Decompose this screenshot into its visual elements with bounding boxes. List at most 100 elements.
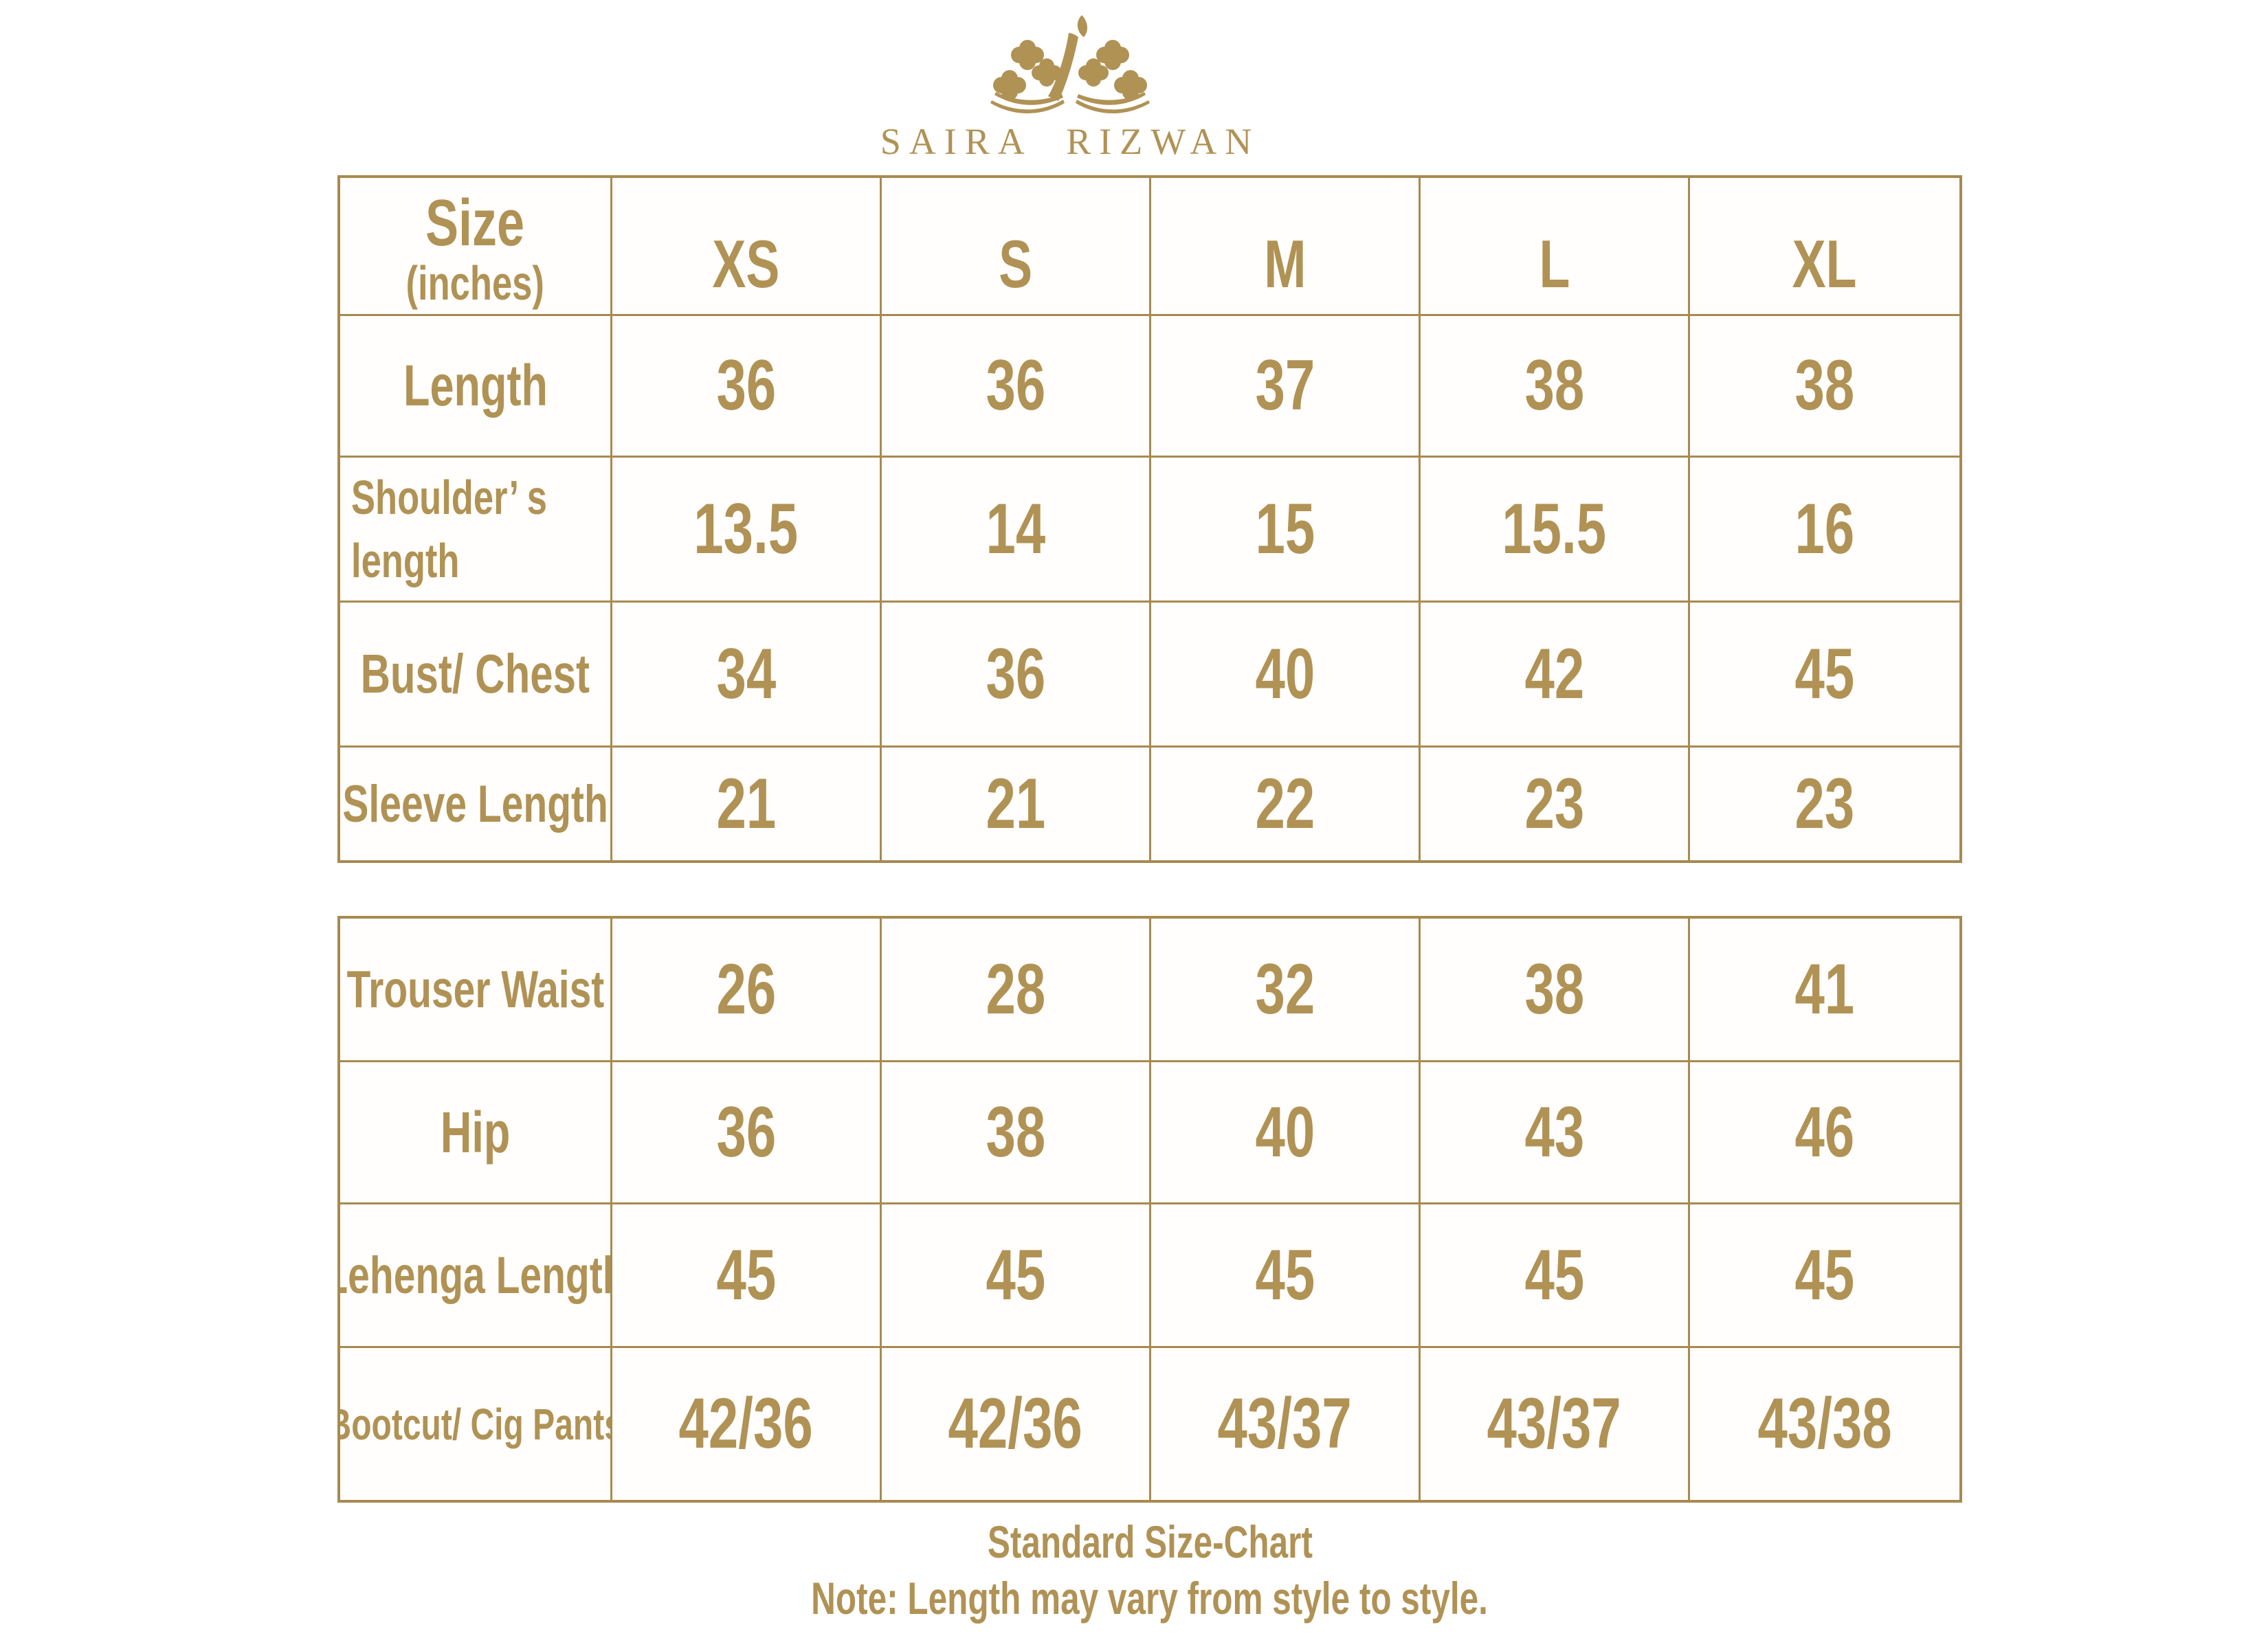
footer-title: Standard Size-Chart bbox=[337, 1516, 1962, 1568]
value: 43/37 bbox=[1487, 1384, 1622, 1463]
cell-hip-m: 40 bbox=[1151, 1062, 1421, 1204]
cell-length-m: 37 bbox=[1151, 316, 1421, 458]
value: 45 bbox=[1524, 1235, 1584, 1315]
value: 15.5 bbox=[1502, 489, 1607, 569]
value: 45 bbox=[1255, 1235, 1315, 1315]
row-label-hip: Hip bbox=[340, 1062, 612, 1204]
column-header-xl-label: XL bbox=[1792, 226, 1857, 302]
value: 45 bbox=[1794, 1235, 1855, 1315]
cell-hip-xs: 36 bbox=[612, 1062, 882, 1204]
cell-shoulder-xl: 16 bbox=[1690, 458, 1959, 603]
value: 38 bbox=[1794, 346, 1855, 425]
value: 22 bbox=[1255, 763, 1315, 844]
cell-trouser-l: 38 bbox=[1421, 919, 1690, 1062]
size-chart-upper-table: Size (inches) XS S M L XL Length 36 36 3… bbox=[337, 175, 1962, 863]
cell-trouser-s: 28 bbox=[882, 919, 1151, 1062]
value: 14 bbox=[986, 489, 1045, 569]
row-label-sleeve-length-text: Sleeve Length bbox=[342, 774, 608, 833]
cell-bust-s: 36 bbox=[882, 603, 1151, 748]
cell-shoulder-s: 14 bbox=[882, 458, 1151, 603]
size-unit-label: (inches) bbox=[405, 256, 545, 310]
cell-lehenga-xs: 45 bbox=[612, 1204, 882, 1348]
size-chart-lower-table: Trouser Waist 26 28 32 38 41 Hip 36 38 4… bbox=[337, 916, 1962, 1503]
value: 43/37 bbox=[1217, 1384, 1353, 1463]
brand-name: SAIRA RIZWAN bbox=[880, 121, 1260, 162]
cell-bootcut-l: 43/37 bbox=[1421, 1348, 1690, 1500]
value: 41 bbox=[1794, 949, 1855, 1029]
size-unit-header-cell: Size (inches) bbox=[340, 178, 612, 316]
cell-trouser-xl: 41 bbox=[1690, 919, 1959, 1062]
cell-bust-l: 42 bbox=[1421, 603, 1690, 748]
cell-shoulder-l: 15.5 bbox=[1421, 458, 1690, 603]
row-label-length-text: Length bbox=[403, 353, 548, 418]
column-header-m: M bbox=[1151, 178, 1421, 316]
value: 37 bbox=[1255, 346, 1315, 425]
column-header-xl: XL bbox=[1690, 178, 1959, 316]
cell-length-s: 36 bbox=[882, 316, 1151, 458]
value: 34 bbox=[716, 633, 776, 714]
value: 26 bbox=[716, 949, 776, 1029]
cell-bootcut-xl: 43/38 bbox=[1690, 1348, 1959, 1500]
value: 42 bbox=[1524, 633, 1584, 714]
cell-bootcut-m: 43/37 bbox=[1151, 1348, 1421, 1500]
value: 13.5 bbox=[693, 489, 799, 569]
column-header-l: L bbox=[1421, 178, 1690, 316]
row-label-bust-chest-text: Bust/ Chest bbox=[360, 643, 590, 704]
cell-trouser-m: 32 bbox=[1151, 919, 1421, 1062]
cell-sleeve-m: 22 bbox=[1151, 748, 1421, 860]
value: 36 bbox=[716, 346, 776, 425]
value: 23 bbox=[1524, 763, 1584, 844]
value: 46 bbox=[1794, 1092, 1855, 1172]
value: 40 bbox=[1255, 633, 1315, 714]
value: 38 bbox=[1524, 346, 1584, 425]
value: 45 bbox=[716, 1235, 776, 1315]
row-label-trouser-waist-text: Trouser Waist bbox=[346, 960, 604, 1019]
footer-title-text: Standard Size-Chart bbox=[987, 1516, 1313, 1567]
cell-sleeve-l: 23 bbox=[1421, 748, 1690, 860]
column-header-s-label: S bbox=[998, 226, 1033, 302]
cell-lehenga-m: 45 bbox=[1151, 1204, 1421, 1348]
cell-lehenga-l: 45 bbox=[1421, 1204, 1690, 1348]
value: 28 bbox=[986, 949, 1045, 1029]
value: 36 bbox=[986, 346, 1045, 425]
row-label-shoulders-line1: Shoulder’ s bbox=[351, 471, 547, 524]
cell-length-xl: 38 bbox=[1690, 316, 1959, 458]
cell-trouser-xs: 26 bbox=[612, 919, 882, 1062]
cell-bust-xl: 45 bbox=[1690, 603, 1959, 748]
row-label-bootcut-cig-pants: Bootcut/ Cig Pants bbox=[340, 1348, 612, 1500]
column-header-l-label: L bbox=[1539, 226, 1570, 302]
column-header-xs: XS bbox=[612, 178, 882, 316]
cell-length-l: 38 bbox=[1421, 316, 1690, 458]
value: 42/36 bbox=[948, 1384, 1083, 1463]
row-label-lehenga-length: Lehenga Length bbox=[340, 1204, 612, 1348]
value: 36 bbox=[716, 1092, 776, 1172]
cell-bootcut-s: 42/36 bbox=[882, 1348, 1151, 1500]
footer-note: Note: Length may vary from style to styl… bbox=[337, 1572, 1962, 1624]
value: 16 bbox=[1794, 489, 1855, 569]
value: 15 bbox=[1255, 489, 1315, 569]
column-header-xs-label: XS bbox=[712, 226, 780, 302]
cell-sleeve-xs: 21 bbox=[612, 748, 882, 860]
value: 38 bbox=[1524, 949, 1584, 1029]
value: 42/36 bbox=[678, 1384, 814, 1463]
cell-shoulder-m: 15 bbox=[1151, 458, 1421, 603]
row-label-bootcut-text: Bootcut/ Cig Pants bbox=[340, 1399, 612, 1449]
column-header-s: S bbox=[882, 178, 1151, 316]
value: 38 bbox=[986, 1092, 1045, 1172]
value: 21 bbox=[986, 763, 1045, 844]
cell-shoulder-xs: 13.5 bbox=[612, 458, 882, 603]
row-label-lehenga-length-text: Lehenga Length bbox=[340, 1246, 610, 1305]
footer-note-text: Note: Length may vary from style to styl… bbox=[811, 1573, 1489, 1624]
cell-lehenga-xl: 45 bbox=[1690, 1204, 1959, 1348]
row-label-shoulders-line2: length bbox=[351, 534, 460, 587]
value: 43 bbox=[1524, 1092, 1584, 1172]
cell-hip-l: 43 bbox=[1421, 1062, 1690, 1204]
cell-sleeve-s: 21 bbox=[882, 748, 1151, 860]
floral-monogram-icon bbox=[990, 15, 1150, 113]
size-header-label: Size bbox=[425, 186, 525, 260]
value: 43/38 bbox=[1757, 1384, 1892, 1463]
value: 45 bbox=[986, 1235, 1045, 1315]
row-label-length: Length bbox=[340, 316, 612, 458]
cell-lehenga-s: 45 bbox=[882, 1204, 1151, 1348]
cell-bust-m: 40 bbox=[1151, 603, 1421, 748]
